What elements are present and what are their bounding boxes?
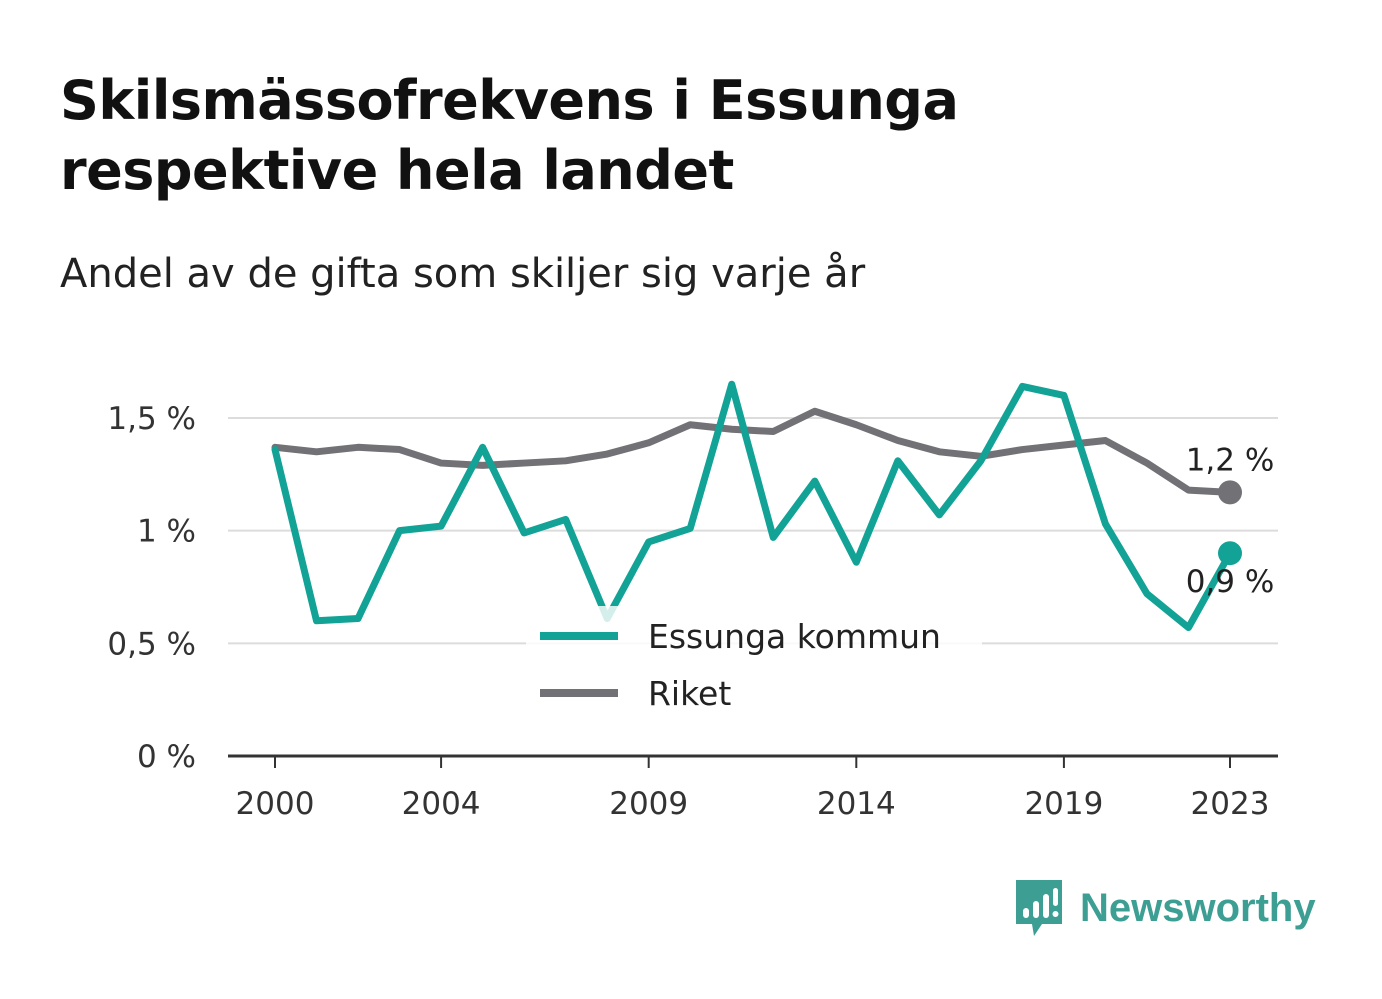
end-markers: 0,9 % 1,2 % xyxy=(1186,442,1275,600)
series-line-essunga xyxy=(271,380,1234,632)
x-tick-label: 2009 xyxy=(609,786,688,822)
y-tick-label: 1,5 % xyxy=(107,401,196,437)
y-axis-ticks: 0 % 0,5 % 1 % 1,5 % xyxy=(107,401,196,775)
y-tick-label: 0,5 % xyxy=(107,626,196,662)
chart-subtitle: Andel av de gifta som skiljer sig varje … xyxy=(60,251,866,297)
x-tick-label: 2019 xyxy=(1024,786,1103,822)
end-marker xyxy=(1218,541,1242,566)
y-tick-label: 0 % xyxy=(137,739,196,775)
bar-chart-speech-bubble-icon xyxy=(1016,880,1062,936)
legend-label: Essunga kommun xyxy=(648,617,941,656)
end-value-label: 1,2 % xyxy=(1186,442,1275,478)
end-marker xyxy=(1218,480,1242,505)
end-value-label: 0,9 % xyxy=(1186,564,1275,600)
legend-label: Riket xyxy=(648,674,731,713)
series-line-riket xyxy=(271,407,1234,496)
chart-title: Skilsmässofrekvens i Essunga respektive … xyxy=(60,69,959,202)
newsworthy-logo: Newsworthy xyxy=(1012,876,1316,940)
y-tick-label: 1 % xyxy=(137,514,196,550)
legend: Essunga kommun Riket xyxy=(526,606,982,726)
x-tick-label: 2014 xyxy=(817,786,896,822)
legend-background xyxy=(526,606,982,726)
series-lines xyxy=(271,380,1234,632)
x-tick-label: 2004 xyxy=(402,786,481,822)
x-tick-label: 2023 xyxy=(1191,786,1270,822)
x-axis-ticks: 2000 2004 2009 2014 2019 2023 xyxy=(236,756,1270,822)
brand-name: Newsworthy xyxy=(1080,885,1316,930)
x-tick-label: 2000 xyxy=(236,786,315,822)
